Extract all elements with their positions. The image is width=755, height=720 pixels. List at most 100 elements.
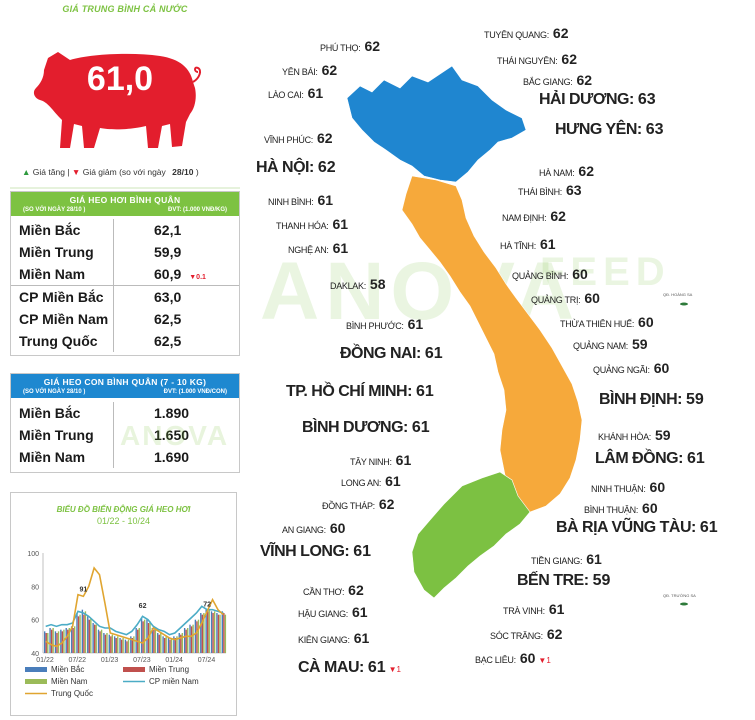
province-price: 60	[519, 650, 536, 666]
province-price: 62	[317, 130, 333, 146]
province-price: 60	[572, 266, 588, 282]
province-price: 59	[632, 336, 648, 352]
province-label: ĐỒNG THÁP: 62	[322, 496, 394, 514]
province-label: NINH BÌNH: 61	[268, 192, 333, 210]
province-price: 63	[637, 91, 656, 108]
province-price: 62	[321, 62, 338, 78]
province-price: 60	[329, 520, 346, 536]
divider	[10, 187, 240, 189]
down-triangle-icon: ▼	[71, 167, 81, 177]
svg-text:07/23: 07/23	[133, 657, 151, 664]
price-decrease-badge: ▼1	[388, 665, 401, 674]
province-name: BẮC GIANG:	[523, 77, 573, 87]
province-price: 61	[353, 543, 372, 560]
province-label: THÁI NGUYÊN: 62	[497, 51, 577, 69]
price-decrease-badge: ▼1	[538, 656, 551, 665]
svg-text:100: 100	[27, 551, 39, 558]
province-price: 61	[424, 345, 443, 362]
province-label: HẬU GIANG: 61	[298, 604, 368, 622]
row-value: 62,1	[154, 222, 182, 238]
province-name: LÀO CAI:	[268, 90, 304, 100]
province-label: BẾN TRE: 59	[517, 572, 610, 590]
province-name: THỪA THIÊN HUẾ:	[560, 319, 635, 329]
province-name: BẾN TRE:	[517, 572, 589, 589]
province-name: CẦN THƠ:	[303, 587, 345, 597]
island-hoang-sa-shape	[680, 302, 688, 306]
row-label: CP Miền Nam	[19, 311, 109, 327]
province-price: 59	[686, 391, 704, 408]
province-price: 61	[385, 473, 401, 489]
province-name: PHÚ THỌ:	[320, 43, 361, 53]
national-average-value: 61,0	[86, 60, 154, 98]
province-price: 62	[552, 25, 569, 41]
live-hog-price-table: GIÁ HEO HƠI BÌNH QUÂN (SO VỚI NGÀY 28/10…	[10, 191, 240, 356]
svg-text:Miền Trung: Miền Trung	[149, 665, 189, 674]
island-truong-sa-shape	[680, 602, 688, 606]
province-price: 62	[348, 582, 364, 598]
province-label: QUẢNG NGÃI: 60	[593, 360, 669, 378]
legend-close: )	[195, 167, 199, 177]
piglet-compare-note: (SO VỚI NGÀY 28/10 )	[23, 389, 86, 395]
province-label: VĨNH PHÚC: 62	[264, 130, 333, 148]
province-label: QUẢNG BÌNH: 60	[512, 266, 588, 284]
province-name: NAM ĐỊNH:	[502, 213, 547, 223]
vietnam-map	[346, 65, 688, 606]
piglet-unit: ĐVT: (1.000 VNĐ/CON)	[163, 389, 227, 395]
province-label: TRÀ VINH: 61	[503, 601, 564, 619]
province-name: THANH HÓA:	[276, 221, 329, 231]
province-label: NAM ĐỊNH: 62	[502, 208, 566, 226]
province-name: CÀ MAU:	[298, 659, 364, 676]
province-label: CẦN THƠ: 62	[303, 582, 364, 600]
price-legend: ▲ Giá tăng | ▼ Giá giảm (so với ngày 28/…	[22, 167, 199, 177]
live-hog-table-title: GIÁ HEO HƠI BÌNH QUÂN	[69, 195, 181, 205]
province-price: 62	[546, 626, 563, 642]
watermark-small: ANOVA	[120, 420, 229, 452]
watermark-feed: FEED	[540, 250, 671, 294]
province-label: QUẢNG TRỊ: 60	[531, 290, 600, 308]
map-region-central	[401, 175, 583, 513]
legend-date: 28/10	[172, 167, 194, 177]
province-price: 60	[584, 290, 600, 306]
row-label: Miền Nam	[19, 449, 86, 465]
live-hog-table-header: GIÁ HEO HƠI BÌNH QUÂN (SO VỚI NGÀY 28/10…	[11, 192, 239, 216]
province-price: 61	[367, 659, 386, 676]
price-decrease-badge: ▼0.1	[189, 274, 206, 281]
province-label: THÁI BÌNH: 63	[518, 182, 582, 200]
province-label: TIỀN GIANG: 61	[531, 551, 602, 569]
svg-text:60: 60	[31, 618, 39, 625]
province-price: 61	[699, 519, 718, 536]
province-label: NINH THUẬN: 60	[591, 479, 665, 497]
svg-text:Miền Nam: Miền Nam	[51, 677, 88, 686]
svg-text:CP miền Nam: CP miền Nam	[149, 677, 199, 686]
province-name: QUẢNG NGÃI:	[593, 365, 650, 375]
province-label: CÀ MAU: 61 ▼1	[298, 659, 401, 677]
province-label: LÀO CAI: 61	[268, 85, 323, 103]
province-name: VĨNH LONG:	[260, 543, 350, 560]
province-price: 61	[411, 419, 430, 436]
province-name: HƯNG YÊN:	[555, 121, 642, 138]
svg-text:07/22: 07/22	[69, 657, 87, 664]
map-region-north	[346, 65, 527, 183]
province-label: LONG AN: 61	[341, 473, 401, 491]
province-name: HẢI DƯƠNG:	[539, 91, 634, 108]
province-label: NGHỆ AN: 61	[288, 240, 348, 258]
live-hog-compare-note: (SO VỚI NGÀY 28/10 )	[23, 207, 86, 213]
province-price: 60	[638, 314, 654, 330]
province-name: TP. HỒ CHÍ MINH:	[286, 383, 412, 400]
row-value: 1.650	[154, 427, 190, 443]
watermark-small-brand: ANOVA	[120, 420, 230, 451]
province-price: 61	[586, 551, 602, 567]
province-name: LÂM ĐỒNG:	[595, 450, 683, 467]
province-name: NGHỆ AN:	[288, 245, 329, 255]
map-region-south	[411, 471, 531, 599]
province-label: HẢI DƯƠNG: 63	[539, 91, 656, 109]
province-label: QUẢNG NAM: 59	[573, 336, 648, 354]
legend-separator: |	[67, 167, 70, 177]
province-price: 58	[369, 276, 386, 292]
province-price: 61	[415, 383, 434, 400]
province-label: LÂM ĐỒNG: 61	[595, 450, 705, 468]
province-price: 59	[655, 427, 671, 443]
province-price: 62	[578, 163, 594, 179]
row-value: 59,9	[154, 244, 182, 260]
province-price: 63	[645, 121, 664, 138]
